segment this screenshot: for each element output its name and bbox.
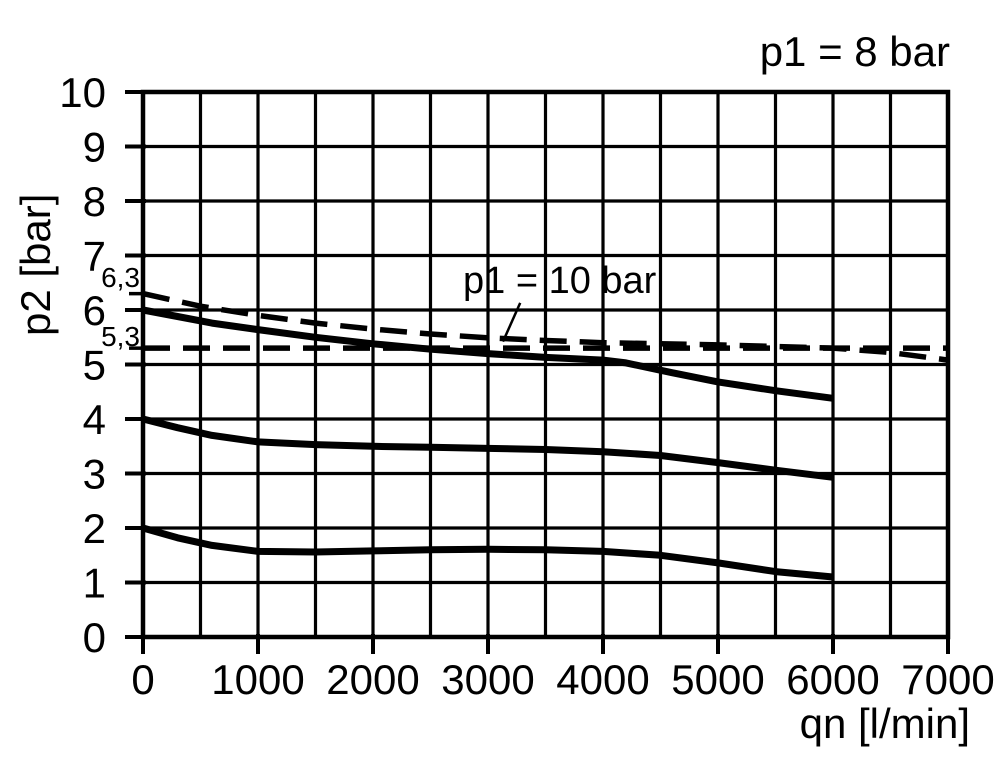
curve-1 [142, 306, 834, 402]
x-tick-label: 0 [131, 656, 154, 703]
curve-4 [142, 415, 834, 481]
curve-2 [142, 290, 949, 363]
curve-5 [142, 524, 834, 581]
y-tick-label: 10 [59, 69, 106, 116]
y-tick-label: 4 [83, 396, 106, 443]
annotation-leader-line [501, 302, 522, 343]
y-tick-label: 1 [83, 560, 106, 607]
x-axis-title: qn [l/min] [799, 700, 970, 747]
y-tick-label: 6 [83, 287, 106, 334]
y-tick-label: 7 [83, 233, 106, 280]
y-tick-label: 2 [83, 505, 106, 552]
y-tick-label: 0 [83, 614, 106, 661]
x-tick-label: 5000 [671, 656, 764, 703]
x-tick-label: 3000 [441, 656, 534, 703]
y-tick-label: 5 [83, 342, 106, 389]
chart-title: p1 = 8 bar [759, 28, 950, 75]
y-extra-tick-label-5-3: 5,3 [101, 321, 140, 352]
annotation-p1-10bar: p1 = 10 bar [463, 260, 657, 302]
x-tick-label: 6000 [786, 656, 879, 703]
y-tick-label: 9 [83, 124, 106, 171]
x-tick-label: 1000 [211, 656, 304, 703]
y-tick-label: 3 [83, 451, 106, 498]
y-tick-label: 8 [83, 178, 106, 225]
x-tick-label: 2000 [326, 656, 419, 703]
y-extra-tick-label-6-3: 6,3 [101, 262, 140, 293]
x-tick-label: 4000 [556, 656, 649, 703]
x-tick-label: 7000 [901, 656, 994, 703]
